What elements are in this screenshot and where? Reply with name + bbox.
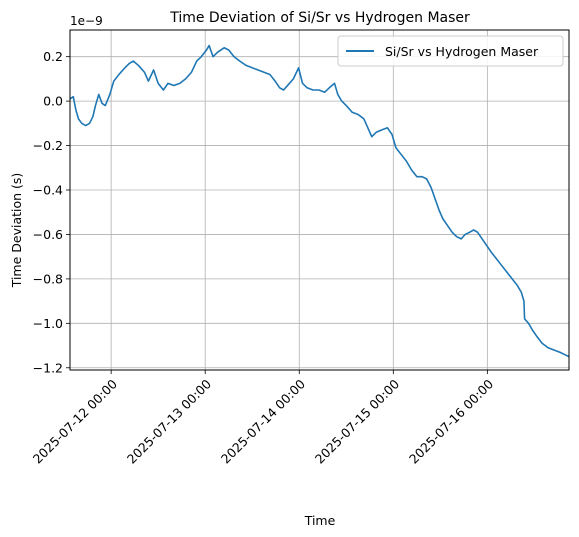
y-tick-label: 0.0: [43, 94, 63, 109]
series-line-0: [70, 44, 569, 358]
plot-frame: [69, 29, 570, 371]
y-tick-label: −0.2: [33, 138, 63, 153]
y-tick-label: 0.2: [43, 49, 63, 64]
y-tick-label: −0.6: [33, 227, 63, 242]
y-axis-ticks: 0.2 0.0 −0.2 −0.4 −0.6 −0.8 −1.0 −1.2: [33, 49, 70, 375]
y-tick-label: −0.8: [33, 271, 63, 286]
legend: Si/Sr vs Hydrogen Maser: [337, 35, 564, 67]
y-axis-label: Time Deviation (s): [9, 173, 24, 289]
legend-label: Si/Sr vs Hydrogen Maser: [385, 44, 539, 59]
plot-area: [70, 30, 569, 370]
chart-title: Time Deviation of Si/Sr vs Hydrogen Mase…: [169, 10, 470, 26]
legend-box: [337, 35, 564, 67]
series-layer: [70, 44, 569, 358]
y-tick-label: −1.2: [33, 360, 63, 375]
y-axis-offset-label: 1e−9: [70, 14, 103, 28]
y-tick-label: −0.4: [33, 183, 63, 198]
y-tick-label: −1.0: [33, 316, 63, 331]
x-axis-label: Time: [304, 513, 336, 528]
grid: [70, 30, 569, 370]
